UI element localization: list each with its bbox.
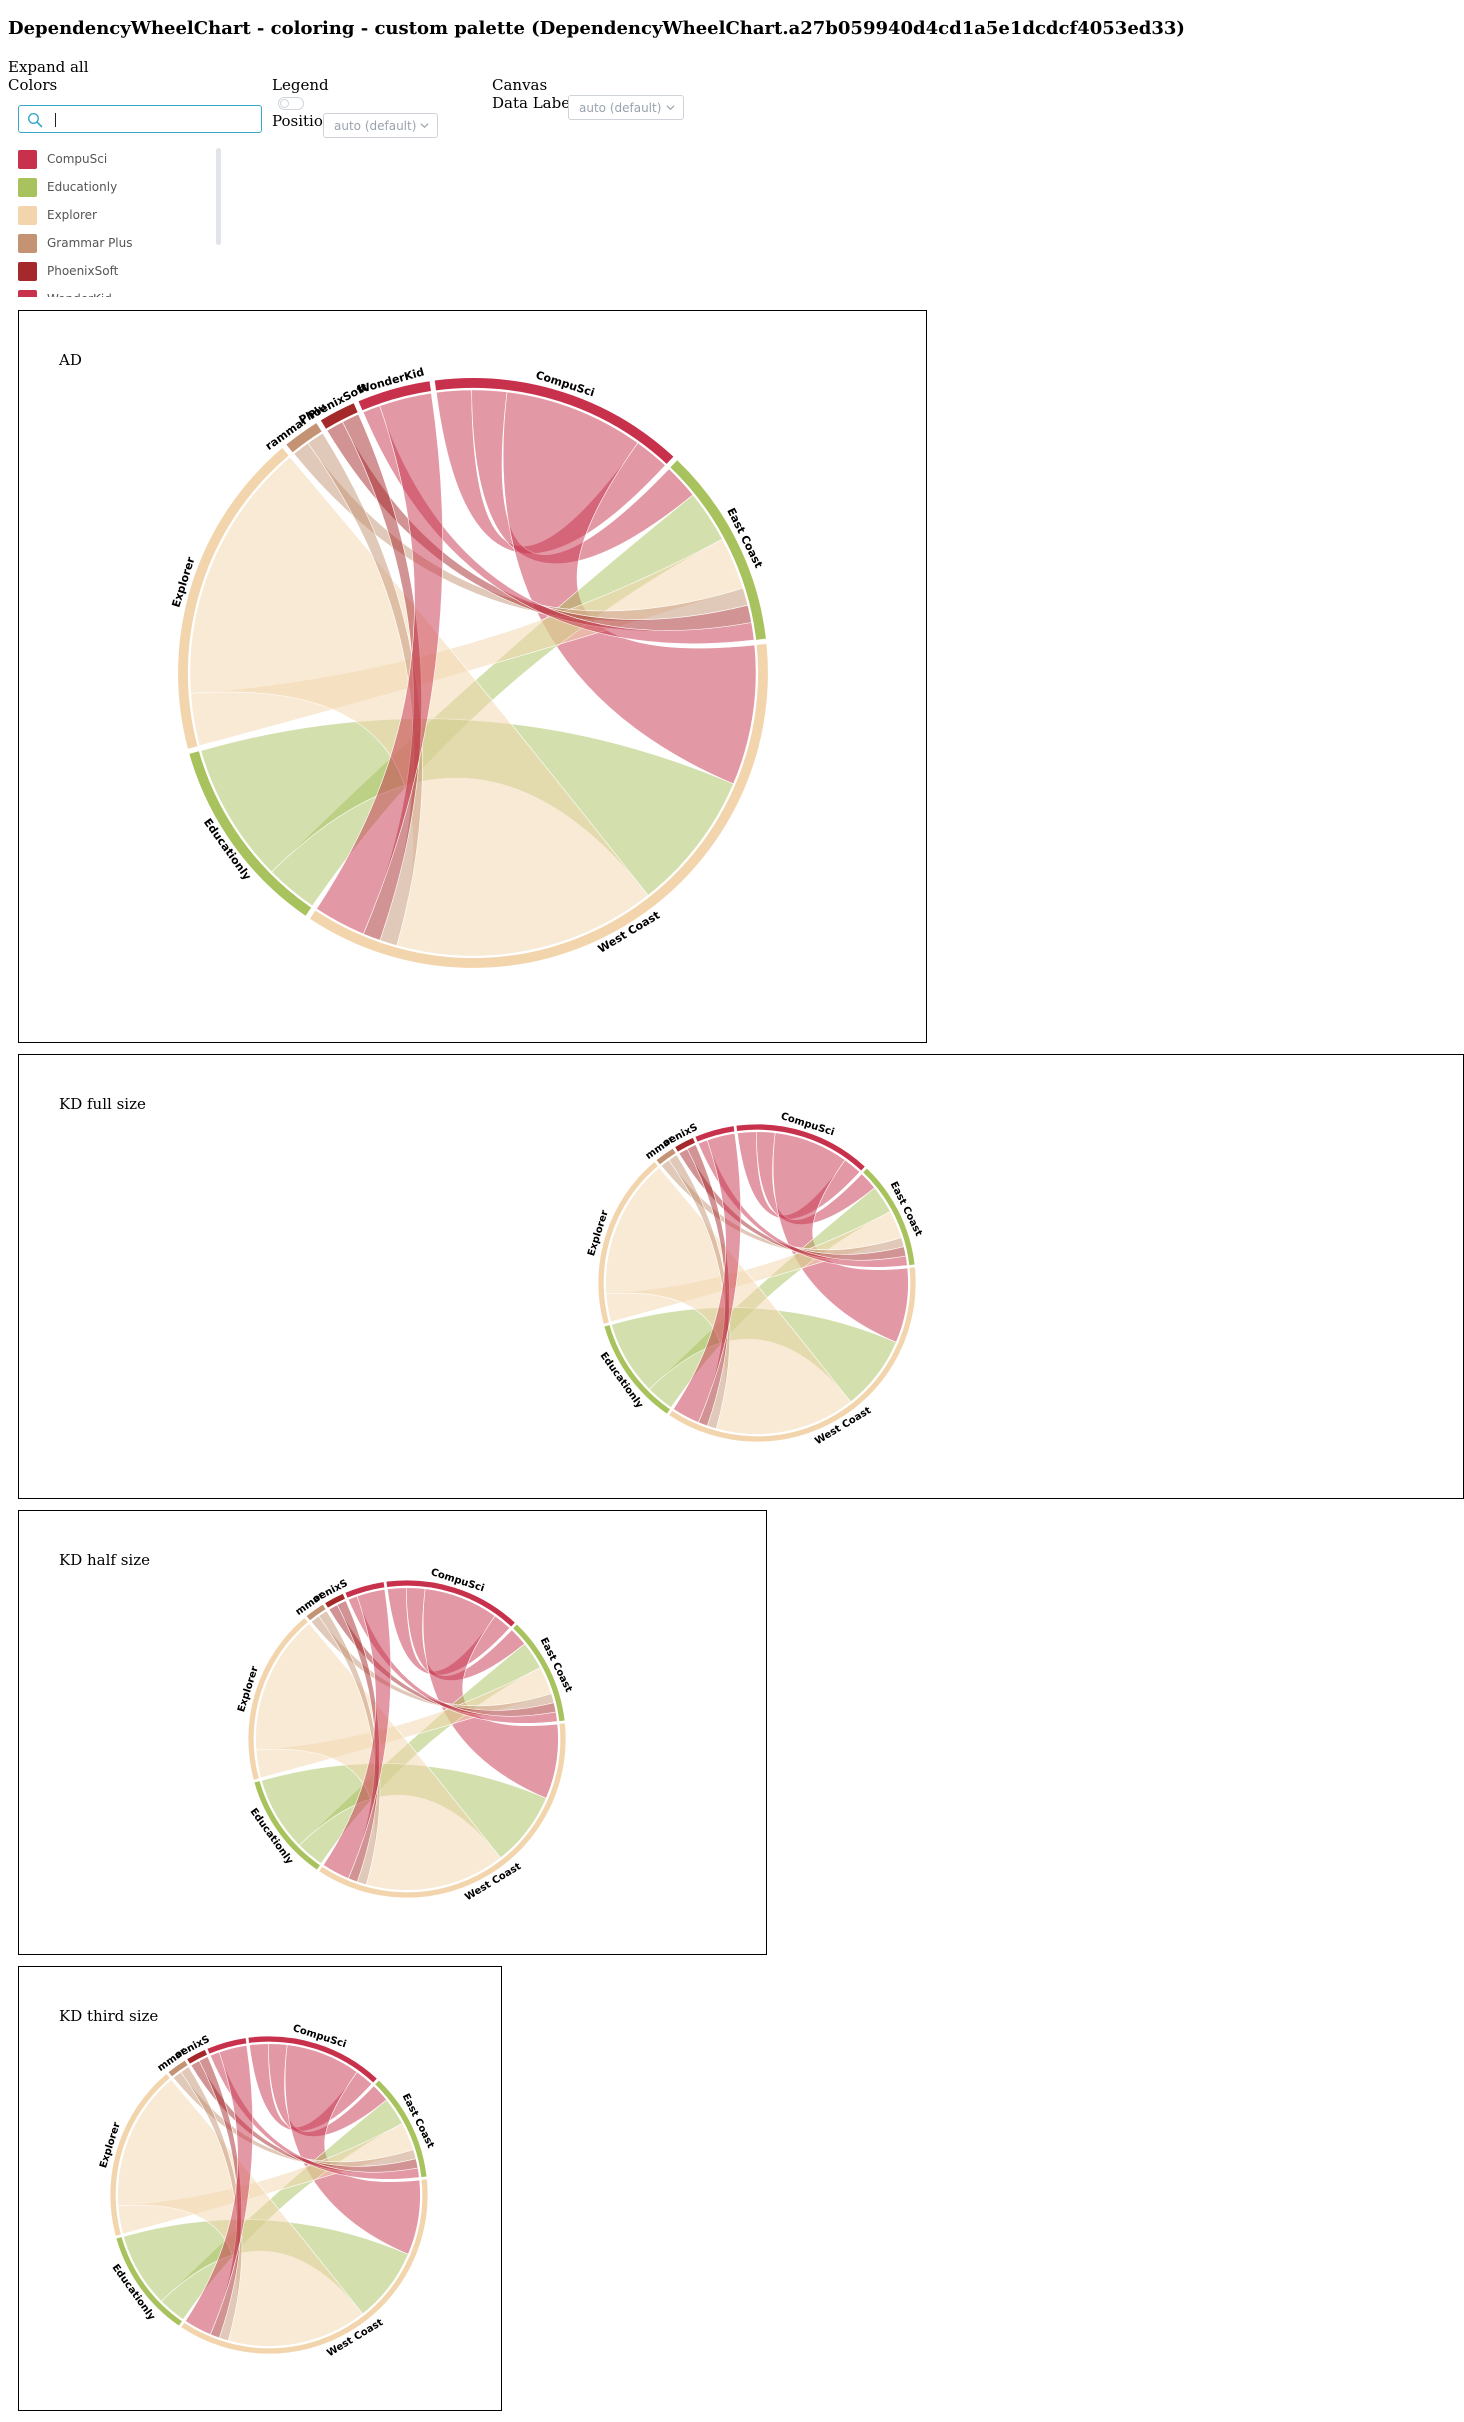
chart-kd-full-size: KD full size CompuSci East Coast West Coas…: [18, 1054, 1464, 1499]
node-west-coast[interactable]: [319, 1723, 566, 1898]
link-wonderkid-to-west-coast[interactable]: [184, 2044, 254, 2335]
canvas-label: Canvas: [492, 76, 548, 94]
node-grammar-plus[interactable]: [306, 1604, 326, 1621]
colors-label: Colors: [8, 76, 58, 94]
link-grammar-plus-to-west-coast[interactable]: [668, 1154, 731, 1430]
color-item[interactable]: Educationly: [18, 173, 228, 201]
position-select[interactable]: auto (default): [323, 113, 438, 138]
page-title: DependencyWheelChart - coloring - custom…: [8, 18, 1185, 39]
node-grammar-plus[interactable]: [286, 423, 322, 453]
node-wonderkid[interactable]: [207, 2038, 247, 2054]
color-swatch[interactable]: [18, 177, 37, 197]
color-item[interactable]: Explorer: [18, 201, 228, 229]
chevron-down-icon: [420, 123, 429, 129]
chart-title: KD full size: [59, 1095, 146, 1113]
node-wonderkid[interactable]: [358, 381, 431, 411]
color-swatch[interactable]: [18, 233, 37, 253]
colors-search-box[interactable]: [18, 105, 262, 133]
node-phoenixsoft[interactable]: [675, 1137, 695, 1152]
color-item-label: PhoenixSoft: [47, 264, 119, 278]
text-caret: [55, 113, 56, 127]
color-item[interactable]: PhoenixSoft: [18, 257, 228, 285]
node-west-coast[interactable]: [309, 643, 768, 968]
node-educationly[interactable]: [189, 751, 312, 916]
link-phoenixsoft-to-west-coast[interactable]: [198, 2056, 242, 2339]
chart-kd-half-size: KD half size CompuSci East Coast West Coas…: [18, 1510, 767, 1955]
color-swatch[interactable]: [18, 205, 37, 225]
position-label: Position: [272, 112, 333, 130]
color-swatch[interactable]: [18, 289, 37, 297]
node-east-coast[interactable]: [513, 1624, 565, 1722]
expand-all-link[interactable]: Expand all: [8, 58, 89, 76]
node-east-coast[interactable]: [863, 1168, 915, 1266]
color-item[interactable]: CompuSci: [18, 145, 228, 173]
toggle-knob: [280, 99, 289, 108]
legend-toggle[interactable]: [278, 97, 304, 110]
node-compusci[interactable]: [434, 378, 674, 464]
node-compusci[interactable]: [736, 1124, 865, 1171]
node-compusci[interactable]: [386, 1580, 515, 1627]
link-phoenixsoft-to-west-coast[interactable]: [336, 1600, 380, 1883]
color-item-label: Educationly: [47, 180, 118, 194]
link-wonderkid-to-west-coast[interactable]: [316, 392, 444, 935]
node-wonderkid[interactable]: [345, 1582, 385, 1598]
node-educationly[interactable]: [254, 1781, 320, 1870]
data-labels-select-value: auto (default): [579, 101, 662, 115]
link-phoenixsoft-to-west-coast[interactable]: [342, 413, 422, 941]
node-educationly[interactable]: [604, 1325, 670, 1414]
color-swatch[interactable]: [18, 149, 37, 169]
link-phoenixsoft-to-west-coast[interactable]: [686, 1144, 730, 1427]
colors-search-input[interactable]: [51, 109, 251, 129]
search-icon: [27, 112, 43, 128]
colors-scrollbar[interactable]: [216, 148, 221, 245]
node-grammar-plus[interactable]: [656, 1148, 676, 1165]
node-east-coast[interactable]: [670, 460, 766, 640]
color-item[interactable]: Grammar Plus: [18, 229, 228, 257]
legend-label: Legend: [272, 76, 329, 94]
color-item-label: Explorer: [47, 208, 97, 222]
color-item-label: WonderKid: [47, 292, 112, 297]
color-item-label: CompuSci: [47, 152, 108, 166]
data-labels-label: Data Labels: [492, 94, 583, 112]
node-compusci[interactable]: [248, 2036, 377, 2083]
node-phoenixsoft[interactable]: [187, 2049, 207, 2064]
node-west-coast[interactable]: [669, 1267, 916, 1442]
chart-ad: AD CompuSci East Coast West Coast Education…: [18, 310, 927, 1043]
node-east-coast[interactable]: [375, 2080, 427, 2178]
color-item[interactable]: WonderKid: [18, 285, 228, 297]
node-explorer[interactable]: [248, 1617, 308, 1780]
data-labels-select[interactable]: auto (default): [568, 95, 684, 120]
node-phoenixsoft[interactable]: [320, 403, 358, 429]
node-phoenixsoft[interactable]: [325, 1593, 345, 1608]
colors-list: CompuSci Educationly Explorer Grammar Pl…: [18, 145, 228, 297]
node-wonderkid[interactable]: [695, 1126, 735, 1142]
color-item-label: Grammar Plus: [47, 236, 133, 250]
link-grammar-plus-to-west-coast[interactable]: [180, 2066, 243, 2342]
chart-kd-third-size: KD third size CompuSci East Coast West Coa…: [18, 1966, 502, 2411]
node-educationly[interactable]: [116, 2237, 182, 2326]
node-west-coast[interactable]: [181, 2179, 428, 2354]
node-explorer[interactable]: [178, 448, 289, 749]
link-grammar-plus-to-west-coast[interactable]: [307, 432, 423, 946]
chevron-down-icon: [666, 105, 675, 111]
link-compusci-to-east-coast[interactable]: [471, 389, 694, 564]
node-grammar-plus[interactable]: [168, 2060, 188, 2077]
chart-title: KD half size: [59, 1551, 150, 1569]
chart-title: AD: [59, 351, 82, 369]
chart-title: KD third size: [59, 2007, 159, 2025]
link-wonderkid-to-west-coast[interactable]: [672, 1132, 742, 1423]
node-explorer[interactable]: [598, 1161, 658, 1324]
link-grammar-plus-to-west-coast[interactable]: [318, 1610, 381, 1886]
position-select-value: auto (default): [334, 119, 417, 133]
color-swatch[interactable]: [18, 261, 37, 281]
link-wonderkid-to-west-coast[interactable]: [322, 1588, 392, 1879]
node-explorer[interactable]: [110, 2073, 170, 2236]
